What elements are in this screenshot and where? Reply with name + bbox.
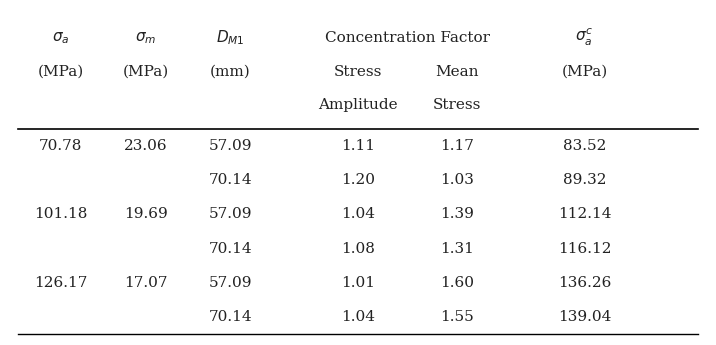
Text: $\sigma_a$: $\sigma_a$: [52, 30, 69, 46]
Text: 101.18: 101.18: [34, 207, 87, 221]
Text: $\sigma_m$: $\sigma_m$: [135, 30, 156, 46]
Text: 1.03: 1.03: [440, 173, 474, 187]
Text: 1.20: 1.20: [341, 173, 375, 187]
Text: $\sigma_a^c$: $\sigma_a^c$: [576, 27, 594, 48]
Text: $D_{M1}$: $D_{M1}$: [216, 29, 245, 47]
Text: Stress: Stress: [334, 65, 382, 79]
Text: 57.09: 57.09: [209, 276, 252, 290]
Text: 136.26: 136.26: [558, 276, 611, 290]
Text: (MPa): (MPa): [38, 65, 84, 79]
Text: 1.39: 1.39: [440, 207, 474, 221]
Text: 70.14: 70.14: [209, 241, 253, 256]
Text: 1.08: 1.08: [341, 241, 375, 256]
Text: 1.11: 1.11: [341, 139, 375, 153]
Text: 1.55: 1.55: [440, 310, 474, 324]
Text: 57.09: 57.09: [209, 139, 252, 153]
Text: Stress: Stress: [433, 98, 481, 112]
Text: 23.06: 23.06: [124, 139, 168, 153]
Text: 1.60: 1.60: [440, 276, 474, 290]
Text: 83.52: 83.52: [563, 139, 606, 153]
Text: 19.69: 19.69: [124, 207, 168, 221]
Text: Concentration Factor: Concentration Factor: [325, 31, 490, 45]
Text: 126.17: 126.17: [34, 276, 87, 290]
Text: 57.09: 57.09: [209, 207, 252, 221]
Text: 116.12: 116.12: [558, 241, 611, 256]
Text: 70.78: 70.78: [39, 139, 82, 153]
Text: 1.31: 1.31: [440, 241, 474, 256]
Text: 139.04: 139.04: [558, 310, 611, 324]
Text: 70.14: 70.14: [209, 310, 253, 324]
Text: 89.32: 89.32: [563, 173, 606, 187]
Text: 1.01: 1.01: [341, 276, 375, 290]
Text: 70.14: 70.14: [209, 173, 253, 187]
Text: (MPa): (MPa): [561, 65, 608, 79]
Text: (MPa): (MPa): [122, 65, 169, 79]
Text: 1.04: 1.04: [341, 310, 375, 324]
Text: 112.14: 112.14: [558, 207, 611, 221]
Text: 1.04: 1.04: [341, 207, 375, 221]
Text: 17.07: 17.07: [124, 276, 168, 290]
Text: Amplitude: Amplitude: [318, 98, 398, 112]
Text: (mm): (mm): [211, 65, 251, 79]
Text: Mean: Mean: [435, 65, 479, 79]
Text: 1.17: 1.17: [440, 139, 474, 153]
